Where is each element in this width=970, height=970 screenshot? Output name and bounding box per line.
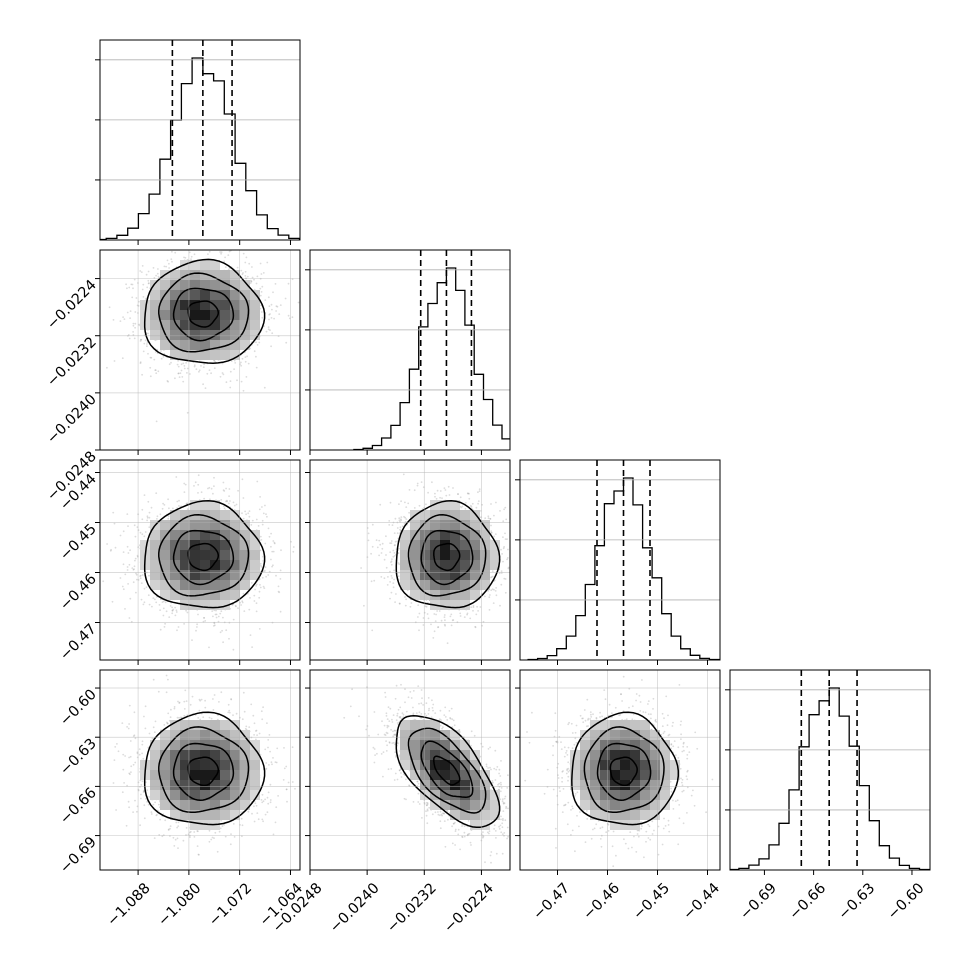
scatter-panel-0-3 [95, 669, 301, 875]
contour-1 [172, 742, 235, 801]
panel-frame [519, 459, 721, 661]
panel-frame [309, 249, 511, 451]
contour-1 [172, 529, 235, 586]
density-cells [570, 720, 680, 830]
y-tick-label: −0.69 [57, 834, 100, 877]
x-tick-label: −0.63 [836, 880, 879, 923]
histogram-panel-0 [95, 39, 301, 245]
contour-1 [172, 287, 235, 342]
x-tick-label: −1.088 [104, 880, 153, 929]
scatter-panel-1-3 [305, 669, 511, 875]
panel-content [730, 670, 930, 870]
x-tick-label: −0.69 [737, 880, 780, 923]
x-tick-label: −0.47 [530, 880, 573, 923]
scatter-panel-0-1 [95, 249, 301, 455]
x-tick-label: −1.072 [206, 880, 255, 929]
contour-2 [158, 513, 250, 597]
scatter-panel-1-2 [305, 459, 511, 665]
contour-lines [143, 258, 266, 364]
y-tick-label: −0.45 [57, 521, 100, 564]
y-tick-label: −0.60 [57, 687, 100, 730]
panel-frame [99, 249, 301, 451]
density-cells [140, 500, 260, 610]
x-tick-label: −0.0240 [327, 880, 383, 936]
panel-content [310, 250, 510, 450]
x-tick-label: −0.44 [680, 880, 723, 923]
contour-0 [433, 542, 461, 572]
contour-2 [407, 513, 487, 597]
histogram-panel-3 [725, 669, 931, 875]
y-tick-label: −0.0240 [44, 391, 100, 447]
contour-2 [158, 272, 250, 353]
panel-content [520, 670, 720, 870]
panel-frame [729, 669, 931, 871]
panel-frame [99, 459, 301, 661]
contour-1 [596, 742, 652, 801]
histogram-panel-1 [305, 249, 511, 455]
x-tick-label: −0.66 [786, 880, 829, 923]
panel-frame [99, 39, 301, 241]
panel-content [310, 460, 510, 660]
density-cells [400, 720, 500, 830]
panel-content [520, 460, 720, 660]
y-tick-label: −0.0224 [44, 277, 100, 333]
y-tick-label: −0.46 [57, 571, 100, 614]
panel-content [100, 670, 300, 870]
contour-0 [187, 542, 220, 572]
contour-3 [143, 711, 266, 826]
x-tick-label: −0.0232 [384, 880, 440, 936]
y-tick-label: −0.47 [57, 621, 100, 664]
panel-content [310, 670, 510, 870]
x-tick-label: −1.080 [155, 880, 204, 929]
contour-3 [395, 499, 501, 609]
contour-3 [143, 258, 266, 364]
histogram-panel-2 [515, 459, 721, 665]
panel-content [100, 250, 300, 450]
x-tick-label: −0.0224 [441, 880, 497, 936]
contour-lines [395, 499, 501, 609]
panel-content [100, 40, 300, 240]
contour-0 [609, 756, 638, 787]
contour-0 [433, 755, 461, 786]
scatter-panel-0-2 [95, 459, 301, 665]
x-tick-label: −0.45 [630, 880, 673, 923]
y-tick-label: −0.63 [57, 736, 100, 779]
contour-2 [407, 727, 487, 814]
panel-frame [309, 669, 511, 871]
panel-frame [309, 459, 511, 661]
panel-frame [519, 669, 721, 871]
panel-frame [99, 669, 301, 871]
contour-3 [143, 499, 266, 609]
contour-1 [420, 740, 474, 798]
y-tick-label: −0.0232 [44, 334, 100, 390]
contour-0 [187, 300, 220, 328]
scatter-panel-2-3 [515, 669, 721, 875]
x-tick-label: −0.46 [580, 880, 623, 923]
contour-lines [143, 499, 266, 609]
contour-0 [187, 756, 220, 787]
panel-content [100, 460, 300, 660]
x-tick-label: −0.60 [885, 880, 928, 923]
contour-1 [420, 529, 474, 586]
contour-3 [571, 711, 680, 826]
y-tick-label: −0.66 [57, 785, 100, 828]
